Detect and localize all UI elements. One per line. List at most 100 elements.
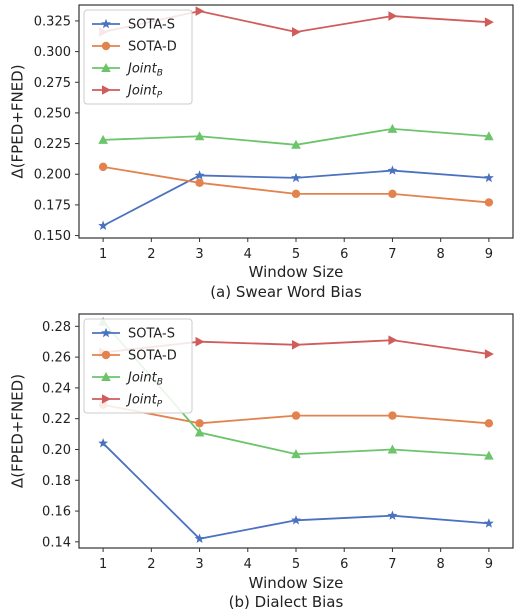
y-tick-label: 0.250 — [34, 106, 71, 121]
x-tick-label: 6 — [340, 557, 348, 572]
data-point — [195, 6, 205, 16]
legend-entry: JointP — [125, 393, 163, 410]
data-point — [291, 139, 301, 149]
data-point — [387, 510, 398, 520]
data-point — [292, 339, 301, 350]
tick-layer: 1 2 3 4 5 6 7 8 9 0.14 0.16 0.18 0.20 0.22 0.24 0.26 0.2… — [42, 320, 493, 572]
y-tick-label: 0.225 — [34, 137, 71, 152]
y-tick-label: 0.175 — [34, 198, 71, 213]
x-tick-label: 8 — [437, 247, 445, 262]
data-point — [291, 172, 301, 183]
x-tick-label: 7 — [388, 247, 396, 262]
y-tick-label: 0.325 — [34, 14, 71, 29]
data-point — [484, 349, 494, 359]
y-tick-label: 0.22 — [42, 412, 71, 427]
legend-box — [83, 318, 193, 414]
data-point — [98, 220, 109, 230]
data-point — [387, 165, 398, 175]
data-point — [388, 11, 398, 21]
series-layer — [98, 6, 494, 230]
data-point — [484, 131, 494, 141]
x-tick-label: 8 — [437, 557, 445, 572]
data-point — [195, 178, 204, 188]
data-point — [292, 27, 301, 37]
legend-marker — [101, 18, 111, 29]
y-tick-label: 0.200 — [34, 168, 71, 183]
data-point — [388, 189, 397, 199]
y-tick-label: 0.24 — [42, 381, 71, 396]
x-tick-label: 6 — [340, 247, 348, 262]
x-tick-label: 2 — [147, 557, 155, 572]
x-tick-label: 1 — [99, 247, 107, 262]
legend-entry: JointP — [125, 84, 163, 101]
legend-marker — [101, 63, 111, 72]
legend-marker — [101, 41, 111, 51]
legend-marker — [101, 327, 111, 338]
data-point — [291, 515, 301, 525]
legend-marker — [102, 85, 111, 95]
data-point — [484, 198, 494, 207]
x-tick-label: 2 — [147, 247, 155, 262]
data-point — [98, 162, 108, 172]
data-point — [387, 444, 398, 454]
data-point — [388, 335, 398, 345]
chart-caption: (b) Dialect Bias — [229, 593, 344, 611]
chart-dialect-bias: 1 2 3 4 5 6 7 8 9 0.14 0.16 0.18 0.20 0.22 0.24 0.26 0.2… — [9, 313, 514, 611]
tick-layer: 1 2 3 4 5 6 7 8 9 0.150 0.175 0.200 0.225 0.250 0.275 0… — [34, 14, 493, 262]
data-point — [291, 189, 301, 199]
legend-marker — [102, 394, 111, 404]
data-point — [194, 170, 205, 180]
y-tick-label: 0.20 — [42, 443, 71, 458]
y-tick-label: 0.150 — [34, 229, 71, 244]
data-point — [194, 131, 205, 141]
data-point — [291, 411, 301, 420]
x-tick-label: 4 — [244, 557, 252, 572]
y-axis-label: Δ(FPED+FNED) — [9, 374, 27, 488]
x-tick-label: 3 — [195, 557, 203, 572]
x-tick-label: 9 — [485, 247, 493, 262]
y-tick-label: 0.16 — [42, 505, 71, 520]
legend-box — [83, 9, 193, 105]
data-point — [483, 518, 494, 528]
data-point — [388, 411, 397, 420]
y-tick-label: 0.18 — [42, 474, 71, 489]
data-point — [98, 438, 109, 448]
y-axis-label: Δ(FPED+FNED) — [9, 64, 27, 178]
data-point — [484, 419, 494, 428]
data-point — [387, 123, 398, 133]
x-axis-label: Window Size — [249, 263, 344, 281]
data-point — [195, 419, 204, 428]
legend-entry: SOTA-D — [128, 40, 177, 55]
x-axis-label: Window Size — [249, 574, 344, 592]
legend-entry: SOTA-S — [128, 18, 175, 33]
legend-marker — [101, 372, 111, 381]
x-tick-label: 7 — [388, 557, 396, 572]
legend-entry: SOTA-S — [128, 327, 175, 342]
x-tick-label: 5 — [292, 557, 300, 572]
y-tick-label: 0.275 — [34, 76, 71, 91]
chart-caption: (a) Swear Word Bias — [210, 283, 362, 301]
legend-entry: JointB — [125, 371, 163, 388]
data-point — [484, 450, 494, 460]
legend-marker — [101, 350, 111, 360]
data-point — [483, 172, 494, 183]
data-point — [291, 449, 301, 459]
x-tick-label: 1 — [99, 557, 107, 572]
data-point — [195, 336, 205, 347]
y-tick-label: 0.300 — [34, 45, 71, 60]
x-tick-label: 4 — [244, 247, 252, 262]
x-tick-label: 9 — [485, 557, 493, 572]
y-tick-label: 0.14 — [42, 535, 71, 550]
legend: SOTA-S SOTA-D JointB JointP — [83, 9, 193, 105]
y-tick-label: 0.26 — [42, 351, 71, 366]
data-point — [484, 17, 494, 27]
legend: SOTA-S SOTA-D JointB JointP — [83, 318, 193, 414]
legend-entry: SOTA-D — [128, 349, 177, 364]
legend-entry: JointB — [125, 62, 163, 79]
data-point — [194, 533, 205, 543]
data-point — [98, 134, 108, 144]
x-tick-label: 5 — [292, 247, 300, 262]
chart-swear-word-bias: 1 2 3 4 5 6 7 8 9 0.150 0.175 0.200 0.225 0.250 0.275 0… — [9, 4, 514, 301]
x-tick-label: 3 — [195, 247, 203, 262]
